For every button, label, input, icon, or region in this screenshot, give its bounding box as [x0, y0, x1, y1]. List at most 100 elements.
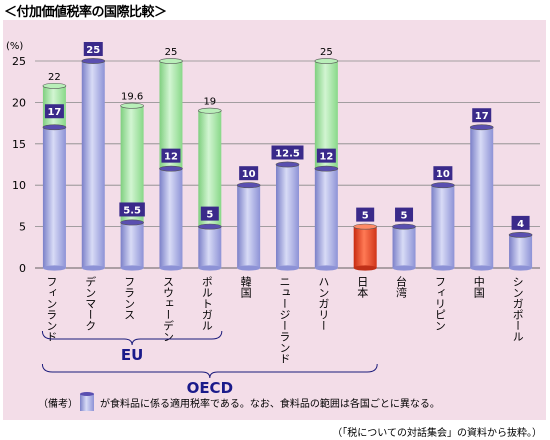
food-rate-label: 4 [517, 219, 524, 230]
bar-base [392, 265, 416, 271]
standard-rate-label: 22 [48, 72, 61, 83]
category-label: スウェーデン [161, 276, 174, 342]
japan-rate-bar [353, 226, 377, 268]
legend-text: が食料品に係る適用税率である。なお、食料品の範囲は各国ごとに異なる。 [100, 397, 440, 410]
food-rate-label: 10 [436, 169, 450, 180]
food-rate-label: 10 [242, 169, 256, 180]
standard-rate-bar [198, 110, 222, 227]
category-label: ニュージーランド [278, 276, 291, 364]
food-rate-label-box [83, 42, 103, 56]
bar-base [276, 265, 299, 271]
category-label: 台湾 [395, 275, 408, 299]
group-label: OECD [187, 379, 233, 397]
standard-rate-bar-top [120, 102, 144, 109]
y-tick-label: 20 [12, 96, 26, 109]
food-rate-label: 5.5 [123, 205, 141, 216]
y-axis-label: (%) [6, 41, 23, 52]
food-rate-bar [120, 222, 144, 268]
food-rate-bar-top [159, 165, 183, 172]
food-rate-label-box [161, 148, 181, 163]
category-label: フィリピン [433, 276, 446, 331]
bar-base [42, 265, 66, 271]
food-rate-label: 12.5 [275, 149, 300, 160]
food-rate-label-box [316, 148, 336, 163]
y-tick-label: 0 [19, 262, 26, 275]
category-label: 中国 [472, 276, 485, 299]
standard-rate-bar [314, 61, 338, 169]
category-label: ポルトガル [200, 276, 213, 331]
japan-rate-bar-top [353, 223, 377, 230]
food-rate-label-box [271, 145, 304, 160]
category-label: 韓国 [239, 276, 252, 299]
standard-rate-label: 25 [165, 47, 178, 58]
food-rate-bar-top [314, 165, 339, 172]
food-rate-bar [509, 234, 533, 268]
category-label: フランス [123, 276, 136, 320]
category-label: フィンランド [45, 276, 58, 342]
bar-base [470, 265, 494, 271]
standard-rate-bar-top [159, 58, 183, 64]
standard-rate-bar [159, 61, 183, 169]
category-label: シンガポール [511, 276, 524, 342]
food-rate-bar-top [392, 223, 416, 230]
food-rate-label: 5 [362, 211, 369, 222]
food-rate-bar [470, 127, 494, 269]
group-bracket [41, 330, 223, 346]
category-label: ハンガリー [317, 276, 330, 331]
food-rate-bar [392, 226, 416, 268]
food-rate-bar-top [508, 231, 533, 238]
food-rate-bar [81, 61, 105, 268]
standard-rate-bar [120, 105, 144, 223]
food-rate-label-box [511, 215, 530, 230]
food-rate-label-box [239, 166, 259, 181]
standard-rate-bar-top [198, 107, 222, 114]
food-rate-bar [159, 168, 183, 268]
food-rate-label: 5 [401, 211, 408, 222]
food-rate-bar-top [236, 182, 261, 189]
food-rate-bar [431, 185, 455, 268]
bar-base [120, 265, 144, 271]
group-label: EU [121, 346, 143, 364]
standard-rate-bar-top [314, 58, 339, 64]
food-rate-label: 5 [206, 210, 213, 221]
y-tick-label: 25 [12, 55, 26, 68]
food-rate-bar-top [469, 124, 494, 131]
y-tick-label: 5 [19, 221, 26, 234]
legend-swatch [80, 394, 94, 411]
food-rate-label: 17 [47, 107, 61, 118]
food-rate-bar [198, 226, 222, 268]
bar-base [159, 265, 183, 271]
food-rate-bar-top [198, 223, 222, 230]
food-rate-bar [42, 127, 66, 269]
source-note: （「税についての対話集会」の資料から抜粋。） [332, 428, 542, 439]
food-rate-label-box [356, 207, 375, 222]
bar-base [353, 265, 377, 271]
standard-rate-label: 19 [203, 97, 216, 108]
y-tick-label: 10 [12, 179, 26, 192]
standard-rate-bar-top [42, 82, 67, 89]
food-rate-bar-top [120, 219, 144, 226]
category-label: デンマーク [84, 275, 97, 331]
food-rate-bar [314, 168, 338, 268]
food-rate-bar [237, 185, 261, 268]
bar-base [509, 265, 533, 271]
legend-swatch-top [80, 392, 94, 396]
food-rate-label: 17 [475, 111, 489, 122]
food-rate-label-box [433, 166, 453, 181]
legend-prefix: （備考） [38, 397, 78, 410]
food-rate-bar-top [275, 161, 300, 168]
bar-base [314, 265, 338, 271]
bar-base [431, 265, 455, 271]
food-rate-bar-top [42, 124, 67, 131]
category-label: 日本 [356, 276, 369, 299]
food-rate-label-box [44, 104, 64, 119]
chart-title: ＜付加価値税率の国際比較＞ [4, 5, 167, 20]
bar-base [81, 265, 105, 271]
standard-rate-label: 19.6 [121, 92, 143, 103]
group-bracket [41, 363, 378, 379]
food-rate-label: 12 [319, 152, 333, 163]
food-rate-label-box [395, 207, 414, 222]
food-rate-label: 12 [164, 152, 178, 163]
